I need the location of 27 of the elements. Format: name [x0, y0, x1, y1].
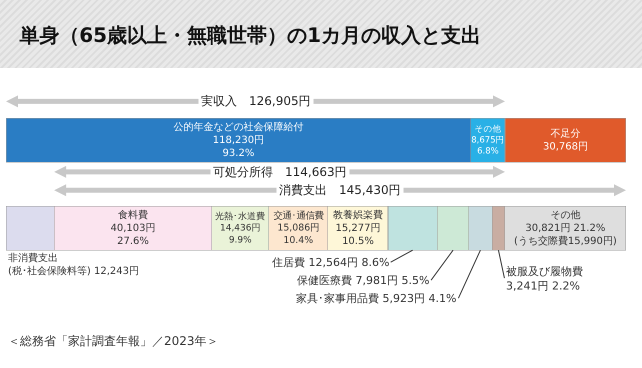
data-label: 30,821円 21.2% (うち交際費15,990円)	[514, 223, 617, 248]
series-label: 食料費	[118, 209, 148, 222]
data-label: 40,103円 27.6%	[110, 223, 156, 248]
text: 家具･家事用品費 5,923円 4.1%	[296, 292, 456, 305]
chart-title: 単身（65歳以上・無職世帯）の1カ月の収入と支出	[18, 22, 482, 47]
series-label: その他	[474, 124, 502, 135]
annotation: 可処分所得 114,663円	[213, 165, 347, 179]
series-label: 光熱･水道費	[215, 210, 266, 222]
data-label: 3,241円 2.2%	[506, 279, 580, 292]
text: 住居費 12,564円 8.6%	[272, 256, 390, 269]
series-label: その他	[550, 209, 580, 222]
data-label: 15,277円 10.5%	[335, 223, 380, 248]
data-label: 14,436円 9.9%	[220, 224, 260, 246]
text: 非消費支出 (税･社会保険料等) 12,243円	[8, 253, 139, 277]
data-label: 118,230円 93.2%	[212, 135, 264, 160]
series-label: 公的年金などの社会保障給付	[173, 121, 304, 134]
text: 保健医療費 7,981円 5.5%	[297, 274, 430, 287]
series-label: 教養娯楽費	[332, 209, 383, 222]
data-label: 8,675円 6.8%	[471, 136, 505, 157]
series-label: 被服及び履物費	[506, 265, 583, 278]
series-label: 交通･通信費	[273, 210, 324, 222]
data-label: 30,768円	[543, 142, 588, 153]
data-label: 15,086円 10.4%	[277, 222, 320, 246]
series-label: 不足分	[550, 128, 580, 140]
text: ＜総務省「家計調査年報」／2023年＞	[8, 334, 219, 348]
annotation: 消費支出 145,430円	[279, 183, 401, 197]
annotation: 実収入 126,905円	[201, 94, 311, 108]
